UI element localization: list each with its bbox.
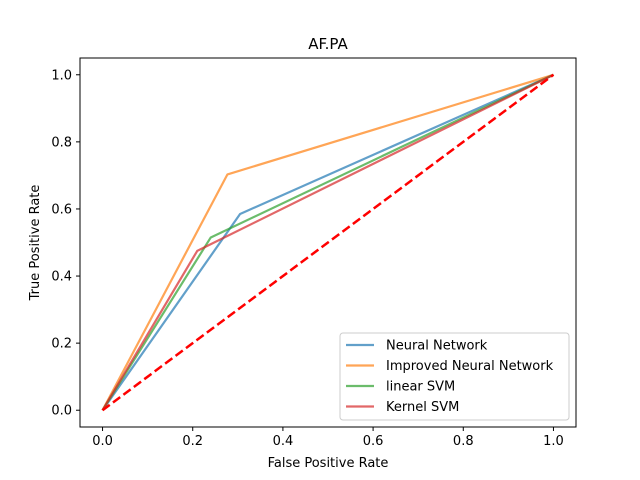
legend-label: Neural Network: [386, 339, 488, 354]
x-tick-label: 0.8: [453, 434, 474, 449]
diagonal-reference-line: [101, 73, 555, 412]
y-tick-label: 0.4: [51, 270, 72, 285]
y-axis-title: True Positive Rate: [28, 185, 43, 302]
y-tick-label: 0.6: [51, 202, 72, 217]
x-tick-label: 0.2: [182, 434, 203, 449]
chart-title: AF.PA: [308, 35, 348, 53]
x-tick-label: 0.6: [363, 434, 384, 449]
x-tick-label: 1.0: [543, 434, 564, 449]
series-line-linear-svm: [101, 73, 554, 411]
legend-label: linear SVM: [386, 380, 455, 395]
x-axis: 0.0 0.2 0.4 0.6 0.8 1.0: [92, 427, 564, 449]
legend: Neural Network Improved Neural Network lin…: [339, 332, 570, 421]
x-tick-label: 0.4: [273, 434, 294, 449]
x-axis-title: False Positive Rate: [268, 456, 389, 471]
legend-label: Improved Neural Network: [386, 359, 554, 374]
plot-frame: [79, 57, 577, 428]
y-tick-label: 0.0: [51, 404, 72, 419]
legend-box: [339, 332, 570, 421]
series-line-kernel-svm: [101, 73, 554, 411]
series-line-improved-neural-network: [101, 73, 554, 411]
series-line-neural-network: [101, 73, 554, 411]
y-axis: 0.0 0.2 0.4 0.6 0.8 1.0: [51, 68, 80, 419]
y-tick-label: 1.0: [51, 68, 72, 83]
legend-label: Kernel SVM: [386, 400, 459, 415]
y-tick-label: 0.2: [51, 337, 72, 352]
x-tick-label: 0.0: [92, 434, 113, 449]
y-tick-label: 0.8: [51, 135, 72, 150]
